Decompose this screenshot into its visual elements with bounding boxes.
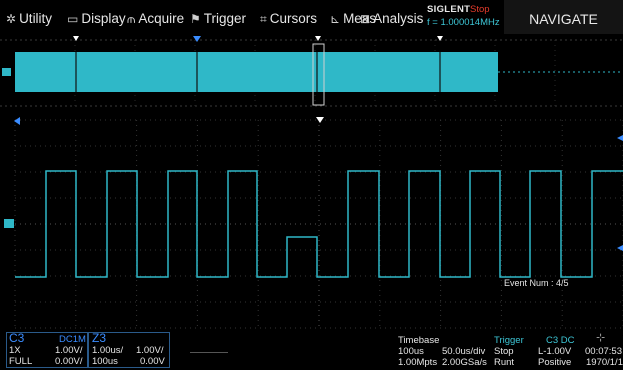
trigger-delay-marker	[14, 117, 20, 125]
segment-marker-1	[73, 36, 79, 41]
run-status[interactable]: Stop	[470, 4, 490, 15]
waveform-trace	[15, 170, 623, 278]
info-bar: C3 DC1M 1X 1.00V/ FULL 0.00V/ Z3 1.00us/…	[0, 330, 623, 370]
trigger-position-marker	[193, 36, 201, 42]
menu-analysis-label: Analysis	[373, 11, 424, 26]
menu-display[interactable]: ▭ Display	[67, 0, 126, 34]
timebase-scale[interactable]: 50.0us/div	[442, 346, 486, 357]
gear-icon: ✲	[6, 12, 17, 26]
frequency-counter: f = 1.000014MHz	[427, 17, 500, 28]
channel-name: C3	[9, 331, 25, 345]
zoom-scale: 1.00V/	[136, 345, 164, 356]
overview-grid	[74, 40, 556, 106]
menu-utility-label: Utility	[19, 11, 53, 26]
channel-probe: 1X	[9, 345, 21, 356]
segment-marker-4	[437, 36, 443, 41]
clock-time: 00:07:53	[585, 346, 622, 357]
zoom-waveform-window[interactable]: Event Num : 4/5	[0, 112, 623, 330]
channel-3-marker	[4, 219, 14, 228]
menu-bar: ✲ Utility ▭ Display ⫙ Acquire ⚑ Trigger ⌗ Cur…	[0, 0, 623, 34]
brand-logo: SIGLENT	[427, 4, 471, 15]
clock-date: 1970/1/1	[586, 357, 623, 368]
menu-acquire-label: Acquire	[138, 11, 185, 26]
channel-scale: 1.00V/	[55, 345, 83, 356]
segment-marker-3	[315, 36, 321, 41]
trigger-title: Trigger	[494, 335, 524, 346]
zoom-name: Z3	[92, 331, 107, 345]
monitor-icon: ▭	[67, 12, 79, 26]
menu-meas[interactable]: ⊾ Meas	[330, 0, 376, 34]
trigger-level[interactable]: L-1.00V	[538, 346, 572, 357]
menu-meas-label: Meas	[343, 11, 377, 26]
trigger-channel: C3 DC	[546, 335, 575, 346]
right-edge-markers	[617, 135, 623, 251]
zoom-window-frame	[312, 43, 325, 106]
channel-3-box[interactable]	[6, 332, 88, 368]
timebase-title: Timebase	[398, 335, 440, 346]
menu-trigger-label: Trigger	[203, 11, 247, 26]
trigger-type: Runt	[494, 357, 515, 368]
event-num-label: Event Num : 4/5	[504, 278, 569, 288]
zoom-box[interactable]	[88, 332, 170, 368]
channel-bandwidth: FULL	[9, 356, 33, 367]
overview-plot	[0, 34, 623, 112]
zoom-offset: 0.00V	[140, 356, 165, 367]
menu-acquire[interactable]: ⫙ Acquire	[127, 0, 184, 34]
channel-offset: 0.00V/	[55, 356, 83, 367]
waveform-plot	[0, 112, 623, 330]
acquire-icon: ⫙	[127, 12, 136, 26]
channel-coupling: DC1M	[59, 334, 86, 345]
menu-display-label: Display	[81, 11, 126, 26]
overview-segment-gaps	[75, 52, 441, 92]
zoom-timebase: 1.00us/	[92, 345, 124, 356]
menu-utility[interactable]: ✲ Utility	[6, 0, 52, 34]
trigger-state: Stop	[494, 346, 514, 357]
zoom-delay: 100us	[92, 356, 118, 367]
menu-cursors[interactable]: ⌗ Cursors	[260, 0, 317, 34]
measure-icon: ⊾	[330, 12, 341, 26]
info-divider	[190, 352, 228, 353]
overview-window[interactable]	[0, 34, 623, 112]
cursor-grid-icon: ⌗	[260, 12, 267, 26]
overview-waveform-band	[15, 52, 498, 92]
network-icon: ⊹	[596, 332, 606, 344]
menu-analysis[interactable]: ⊠ Analysis	[360, 0, 423, 34]
segment-markers	[73, 36, 443, 41]
timebase-delay: 100us	[398, 346, 424, 357]
overview-channel-marker	[2, 68, 11, 76]
analysis-icon: ⊠	[360, 12, 371, 26]
timebase-sample-rate: 2.00GSa/s	[442, 357, 487, 368]
zoom-center-marker	[316, 117, 324, 123]
menu-cursors-label: Cursors	[269, 11, 318, 26]
flag-icon: ⚑	[190, 12, 201, 26]
menu-trigger[interactable]: ⚑ Trigger	[190, 0, 246, 34]
navigate-button[interactable]: NAVIGATE	[504, 0, 623, 34]
timebase-memory: 1.00Mpts	[398, 357, 438, 368]
trigger-polarity: Positive	[538, 357, 572, 368]
